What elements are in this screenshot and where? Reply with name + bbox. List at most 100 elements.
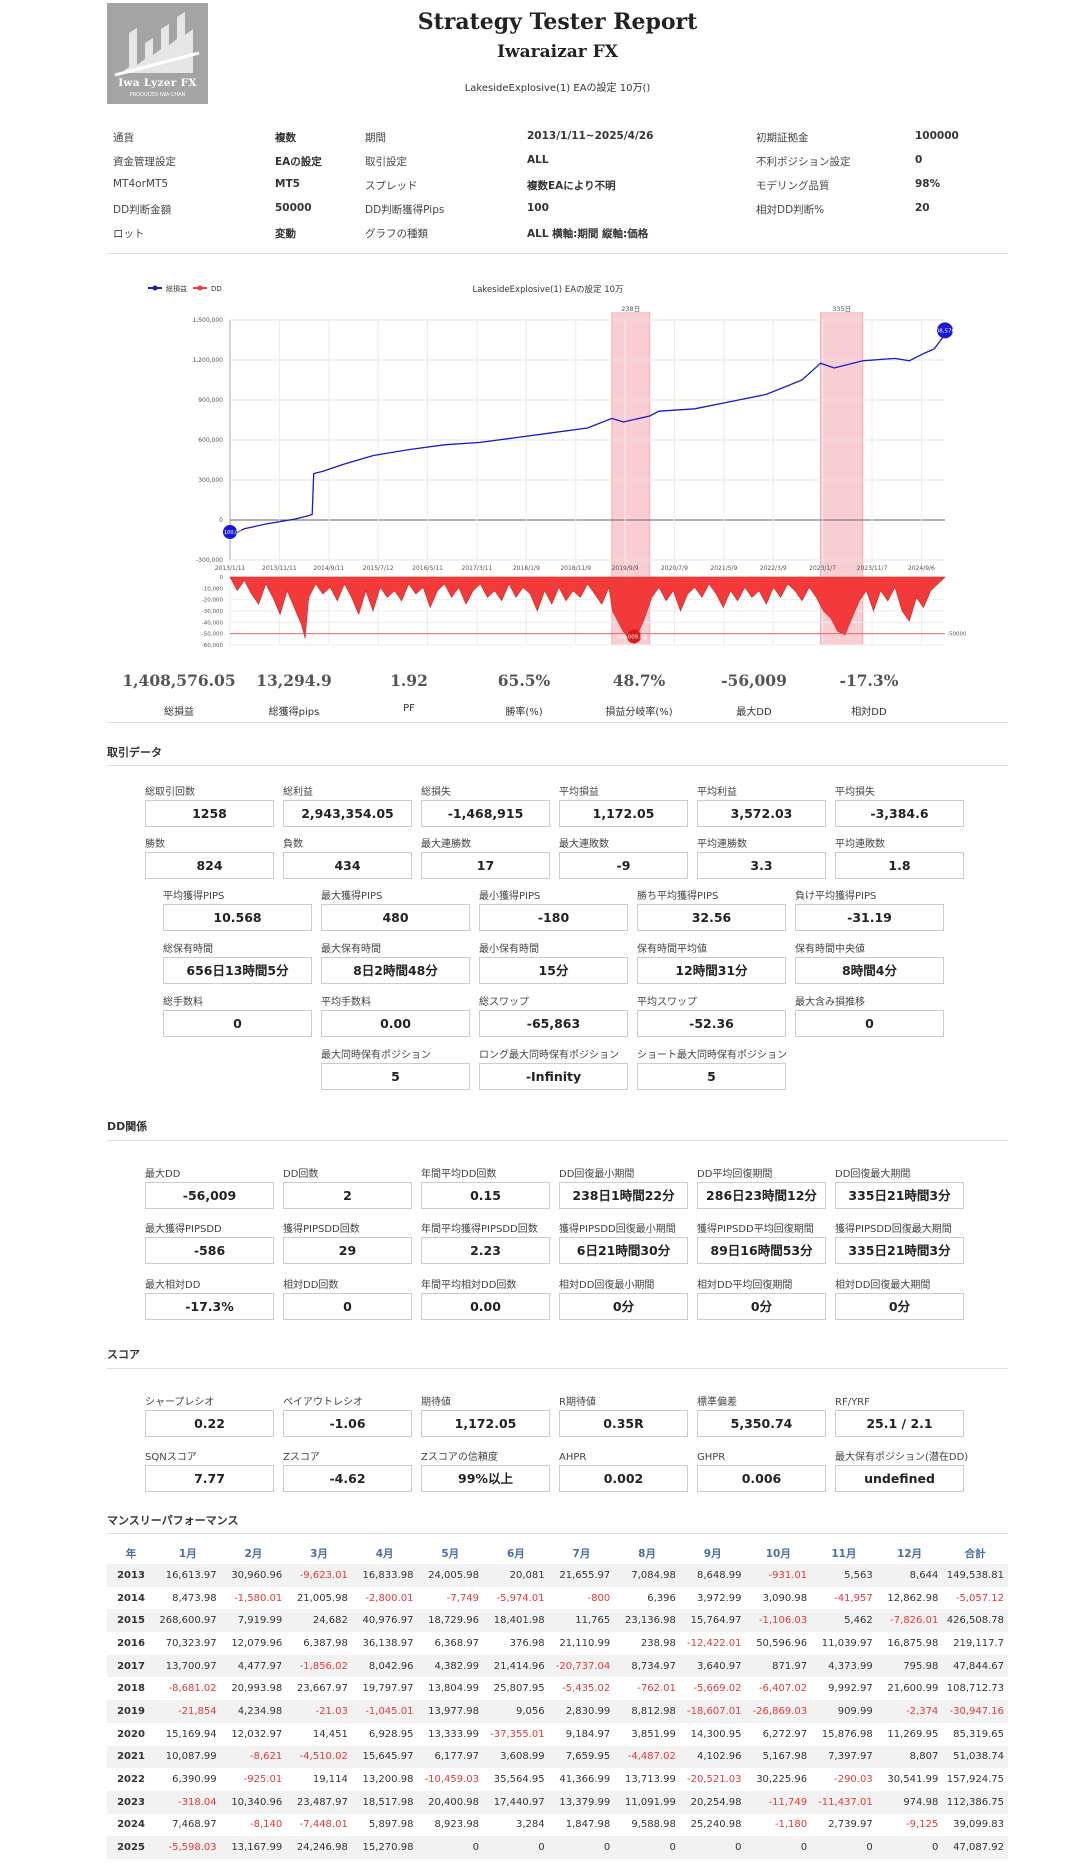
month-cell: -7,749 — [446, 1592, 480, 1604]
month-cell: 36,138.97 — [362, 1637, 414, 1649]
legend-marker-dd — [197, 285, 203, 291]
stat-label: ショート最大同時保有ポジション — [637, 1050, 787, 1061]
logo-subtext: PRODUCED IWA CHAN — [129, 92, 186, 98]
stat-value: 32.56 — [637, 904, 786, 931]
stat-label: ペイアウトレシオ — [283, 1397, 363, 1408]
x-tick-label: 2013/1/11 — [215, 565, 246, 572]
section-title-trade: 取引データ — [107, 746, 162, 759]
month-cell: 11,765 — [548, 1609, 615, 1633]
stat-cell: 総利益 2,943,354.05 — [283, 786, 412, 832]
stat-cell: 最大同時保有ポジション 5 — [321, 1049, 470, 1095]
stat-label: 相対DD平均回復期間 — [697, 1280, 793, 1291]
stat-label: 最大含み損推移 — [795, 997, 865, 1008]
month-cell: 0 — [745, 1836, 812, 1859]
month-cell: -8,681.02 — [168, 1683, 217, 1695]
info-value: 0 — [915, 154, 923, 166]
month-cell: -8,140 — [249, 1819, 283, 1831]
month-cell: 3,851.99 — [631, 1728, 676, 1740]
info-value: 98% — [915, 178, 941, 190]
y-tick-label: 1,200,000 — [192, 357, 223, 364]
month-cell: 12,032.97 — [231, 1728, 283, 1740]
stat-cell: 相対DD回復最小期間 0分 — [559, 1279, 688, 1325]
month-cell: -2,374 — [876, 1700, 943, 1723]
month-cell: 15,270.98 — [351, 1836, 418, 1859]
dd-tick-label: -10,000 — [202, 586, 224, 592]
month-cell: -9,125 — [906, 1819, 939, 1831]
y-tick-label: 0 — [219, 517, 223, 524]
table-row: 2024 7,468.97 -8,140 -7,448.01 5,897.98 8,923… — [107, 1814, 1008, 1837]
month-cell: 5,897.98 — [368, 1819, 414, 1831]
month-cell: -26,869.03 — [745, 1700, 812, 1723]
divider — [107, 253, 1008, 254]
month-cell: 7,468.97 — [172, 1819, 217, 1831]
year-cell: 2017 — [107, 1654, 155, 1678]
summary-value: -17.3% — [839, 671, 899, 690]
info-label: DD判断獲得Pips — [365, 204, 445, 216]
stat-label: 負数 — [283, 839, 303, 850]
month-cell: 20,400.98 — [417, 1790, 484, 1814]
stat-cell: ロング最大同時保有ポジション -Infinity — [479, 1049, 628, 1095]
summary-label: 損益分岐率(%) — [605, 707, 673, 718]
month-cell: -4,487.02 — [614, 1745, 680, 1769]
summary-stat: 1.92 PF — [350, 671, 468, 714]
stat-label: 最小獲得PIPS — [479, 891, 541, 902]
table-row: 2016 70,323.97 12,079.96 6,387.98 36,138.97 6… — [107, 1632, 1008, 1655]
info-value: 複数EAにより不明 — [527, 180, 616, 192]
month-cell: 0 — [483, 1836, 549, 1859]
total-cell: 112,386.75 — [942, 1790, 1008, 1814]
y-tick-label: 600,000 — [198, 437, 223, 444]
table-row: 2014 8,473.98 -1,580.01 21,005.98 -2,800.01 -… — [107, 1587, 1008, 1610]
month-cell: 7,659.95 — [548, 1745, 615, 1769]
stat-value: -3,384.6 — [835, 800, 964, 827]
summary-label: 相対DD — [851, 707, 887, 718]
stat-label: 平均損益 — [559, 787, 599, 798]
equity-line — [229, 334, 946, 537]
month-cell: 19,797.97 — [362, 1683, 414, 1695]
table-row: 2023 -318.04 10,340.96 23,487.97 18,517.98 20… — [107, 1790, 1008, 1814]
summary-stat: 1,408,576.05 総損益 — [120, 671, 238, 718]
stat-label: 総取引回数 — [145, 787, 195, 798]
month-cell: 6,387.98 — [303, 1637, 348, 1649]
x-tick-label: 2024/9/6 — [908, 565, 935, 572]
month-cell: 0 — [614, 1836, 680, 1859]
stat-value: 89日16時間53分 — [697, 1237, 826, 1264]
month-cell: 11,269.95 — [887, 1728, 939, 1740]
total-cell: 85,319.65 — [953, 1728, 1004, 1740]
month-cell: 30,541.99 — [887, 1774, 939, 1786]
month-cell: 18,401.98 — [483, 1609, 549, 1633]
band-label: 238日 — [621, 305, 640, 313]
stat-value: 1.8 — [835, 852, 964, 879]
month-cell: 8,644 — [876, 1564, 943, 1587]
month-cell: 12,862.98 — [887, 1592, 939, 1604]
stat-label: 期待値 — [421, 1397, 451, 1408]
month-cell: -5,669.02 — [693, 1683, 742, 1695]
stat-label: 勝ち平均獲得PIPS — [637, 891, 719, 902]
stat-label: ロング最大同時保有ポジション — [479, 1050, 619, 1061]
stat-label: 獲得PIPSDD回復最小期間 — [559, 1224, 676, 1235]
divider — [107, 1140, 1008, 1141]
stat-label: 最大相対DD — [145, 1280, 201, 1291]
month-cell: -11,749 — [745, 1790, 812, 1814]
month-cell: 23,487.97 — [286, 1790, 352, 1814]
month-cell: 3,972.99 — [696, 1592, 742, 1604]
section-title-dd: DD関係 — [107, 1120, 148, 1133]
stat-value: 0 — [795, 1010, 944, 1037]
info-label: 取引設定 — [365, 156, 407, 168]
stat-cell: 獲得PIPSDD回復最大期間 335日21時間3分 — [835, 1223, 964, 1269]
stat-cell: 総取引回数 1258 — [145, 786, 274, 832]
month-cell: 50,596.96 — [756, 1637, 808, 1649]
stat-label: 標準偏差 — [697, 1397, 737, 1408]
stat-value: 0.002 — [559, 1465, 688, 1492]
report-subtitle: Iwaraizar FX — [497, 42, 618, 62]
info-label: スプレッド — [365, 180, 418, 192]
table-header: 11月 — [831, 1547, 857, 1560]
info-label: 資金管理設定 — [113, 156, 176, 168]
stat-value: -Infinity — [479, 1063, 628, 1090]
month-cell: 16,875.98 — [887, 1637, 939, 1649]
stat-label: 相対DD回復最大期間 — [835, 1280, 931, 1291]
stat-value: 0.006 — [697, 1465, 826, 1492]
stat-value: 2 — [283, 1182, 412, 1209]
stat-value: -586 — [145, 1237, 274, 1264]
month-cell: 10,340.96 — [220, 1790, 287, 1814]
table-row: 2020 15,169.94 12,032.97 14,451 6,928.95 13,3… — [107, 1723, 1008, 1746]
